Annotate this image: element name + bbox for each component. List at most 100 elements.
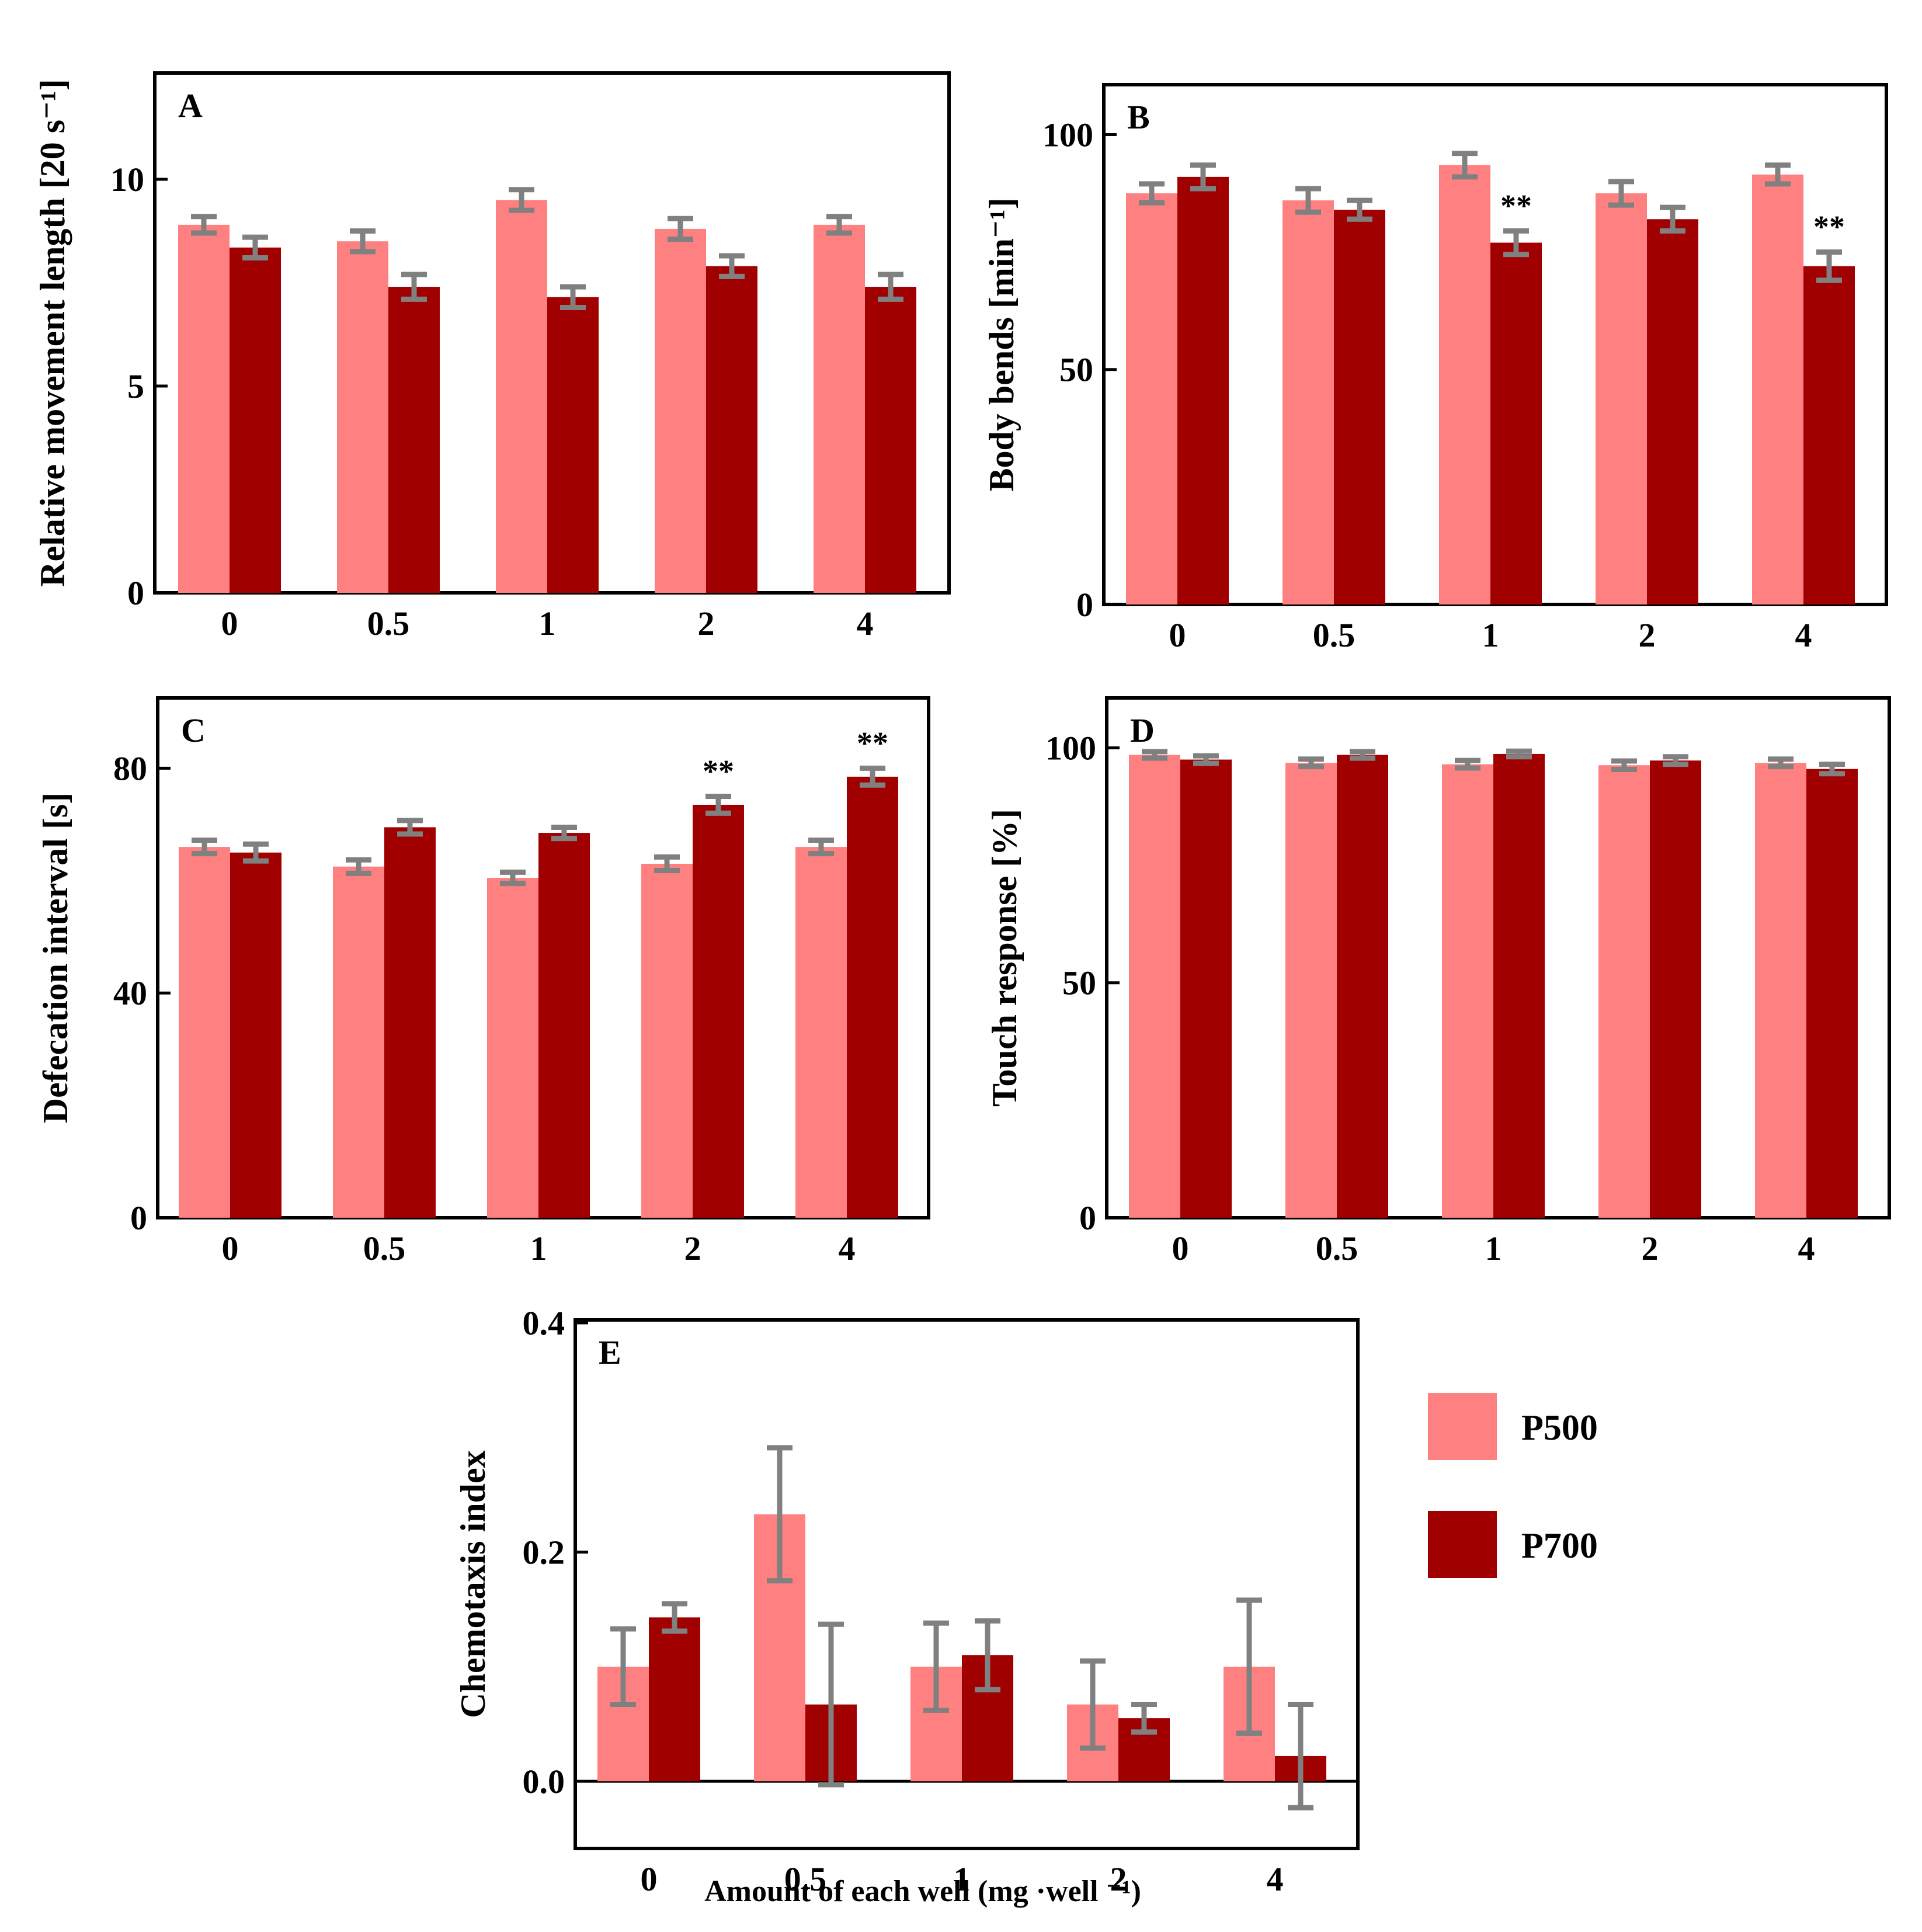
bar-p500 bbox=[1442, 764, 1493, 1218]
panel-e: 0.0 0.2 0.4 Chemotaxis index E 0 0.5 1 2 4 bbox=[454, 1304, 1360, 1898]
bar-p700 bbox=[547, 297, 599, 593]
x-tick-label: 4 bbox=[1798, 1229, 1815, 1267]
bar-p700 bbox=[230, 852, 281, 1218]
bar-p700 bbox=[706, 266, 757, 593]
panel-d: 0 50 100 Touch response [%] D 0 0.5 1 2 4 bbox=[985, 696, 1891, 1267]
y-axis-label: Body bends [min⁻¹] bbox=[982, 197, 1021, 491]
y-axis-label: Defecation interval [s] bbox=[36, 793, 75, 1123]
bar-p700 bbox=[1337, 755, 1388, 1218]
panel-frame bbox=[574, 1318, 1360, 1850]
x-tick-label: 2 bbox=[684, 1229, 701, 1267]
panel-letter: E bbox=[599, 1333, 621, 1371]
bar-p700 bbox=[230, 247, 281, 593]
x-tick-label: 0 bbox=[222, 1229, 239, 1267]
bar-p500 bbox=[1283, 200, 1334, 604]
y-axis-label: Chemotaxis index bbox=[454, 1450, 492, 1718]
bar-p700 bbox=[384, 827, 436, 1218]
x-tick-label: 2 bbox=[1110, 1860, 1127, 1898]
legend-swatch-p700 bbox=[1428, 1511, 1497, 1578]
x-tick-label: 0.5 bbox=[367, 604, 410, 642]
significance-marker: ** bbox=[1813, 210, 1845, 245]
bar-p500 bbox=[179, 847, 230, 1218]
x-tick-label: 0 bbox=[641, 1860, 658, 1898]
x-tick-label: 1 bbox=[1485, 1229, 1502, 1267]
x-tick-label: 0.5 bbox=[1313, 616, 1356, 654]
y-tick-label: 80 bbox=[113, 749, 147, 787]
bar-p500 bbox=[487, 878, 538, 1218]
bar-p500 bbox=[1752, 174, 1803, 604]
bar-p500 bbox=[496, 200, 547, 593]
panel-letter: D bbox=[1130, 711, 1155, 749]
panel-a: 0 5 10 Relative movement length [20 s⁻¹] A 0 0… bbox=[33, 71, 951, 642]
x-tick-label: 0.5 bbox=[363, 1229, 406, 1267]
bar-p700 bbox=[1803, 266, 1855, 604]
x-tick-label: 1 bbox=[539, 604, 556, 642]
panel-letter: C bbox=[181, 711, 206, 749]
y-tick-label: 50 bbox=[1062, 964, 1096, 1002]
y-tick-label: 40 bbox=[113, 974, 147, 1012]
y-tick-label: 100 bbox=[1042, 116, 1093, 154]
bar-p700 bbox=[847, 776, 898, 1218]
bar-p700 bbox=[1806, 769, 1858, 1218]
x-tick-label: 1 bbox=[530, 1229, 547, 1267]
x-tick-label: 4 bbox=[1795, 616, 1812, 654]
y-tick-label: 0.4 bbox=[523, 1304, 565, 1342]
panel-b: 0 50 100 Body bends [min⁻¹] B 0 0.5 ** 1 2 ** 4 bbox=[982, 83, 1888, 654]
bar-p700 bbox=[538, 833, 590, 1218]
bar-p500 bbox=[1596, 193, 1647, 605]
bar-p700 bbox=[1334, 210, 1385, 604]
bar-p700 bbox=[693, 804, 744, 1218]
legend: P500 P700 bbox=[1428, 1393, 1598, 1578]
significance-marker: ** bbox=[857, 725, 888, 760]
x-tick-label: 1 bbox=[1482, 616, 1499, 654]
bar-p700 bbox=[649, 1617, 700, 1781]
x-tick-label: 0 bbox=[1169, 616, 1186, 654]
x-tick-label: 4 bbox=[839, 1229, 856, 1267]
bar-p500 bbox=[655, 228, 706, 593]
significance-marker: ** bbox=[1500, 188, 1532, 223]
x-tick-label: 0 bbox=[221, 604, 238, 642]
x-tick-label: 0.5 bbox=[784, 1860, 827, 1898]
x-tick-label: 0 bbox=[1172, 1229, 1189, 1267]
legend-label-p500: P500 bbox=[1521, 1408, 1598, 1448]
y-tick-label: 10 bbox=[110, 161, 144, 199]
bar-p700 bbox=[865, 287, 916, 593]
bar-p700 bbox=[1647, 219, 1698, 605]
y-tick-label: 0 bbox=[127, 574, 144, 612]
y-tick-label: 5 bbox=[127, 367, 144, 405]
bar-p700 bbox=[1650, 760, 1701, 1218]
x-tick-label: 4 bbox=[857, 604, 874, 642]
x-tick-label: 4 bbox=[1267, 1860, 1284, 1898]
y-axis-label: Touch response [%] bbox=[985, 809, 1024, 1107]
bar-p500 bbox=[337, 241, 388, 593]
y-tick-label: 0.2 bbox=[523, 1534, 565, 1572]
bar-p500 bbox=[1126, 193, 1177, 605]
bar-p500 bbox=[1285, 763, 1337, 1218]
panel-c: 0 40 80 Defecation interval [s] C 0 0.5 1 ** 2 ** 4 bbox=[36, 696, 930, 1267]
bar-p500 bbox=[1129, 755, 1180, 1218]
panel-letter: A bbox=[178, 86, 203, 124]
bar-p500 bbox=[1439, 165, 1490, 604]
panel-letter: B bbox=[1127, 98, 1150, 136]
bar-p700 bbox=[1493, 753, 1545, 1218]
legend-label-p700: P700 bbox=[1521, 1526, 1598, 1566]
y-tick-label: 50 bbox=[1059, 351, 1093, 389]
y-tick-label: 0 bbox=[1079, 1199, 1096, 1237]
y-tick-label: 0.0 bbox=[523, 1763, 565, 1801]
bar-p500 bbox=[333, 866, 384, 1218]
y-tick-label: 100 bbox=[1045, 729, 1096, 767]
y-axis-label: Relative movement length [20 s⁻¹] bbox=[33, 79, 72, 586]
y-tick-label: 0 bbox=[130, 1199, 147, 1237]
bar-p500 bbox=[178, 224, 230, 593]
bar-p700 bbox=[1177, 176, 1229, 604]
significance-marker: ** bbox=[703, 754, 734, 789]
bar-p700 bbox=[388, 287, 440, 593]
x-tick-label: 0.5 bbox=[1316, 1229, 1358, 1267]
bar-p500 bbox=[1755, 763, 1806, 1218]
bar-p500 bbox=[1598, 765, 1650, 1218]
y-tick-label: 0 bbox=[1076, 586, 1093, 624]
x-axis-caption: Amount of each well (mg ·well ⁻¹) bbox=[704, 1875, 1141, 1908]
bar-p500 bbox=[795, 847, 847, 1218]
